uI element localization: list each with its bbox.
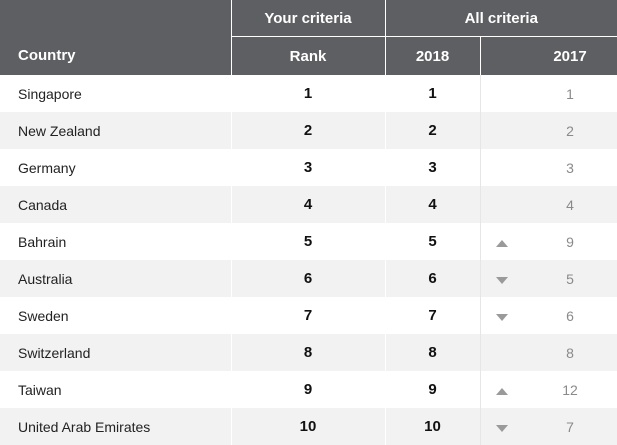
table-row[interactable]: Taiwan 9 9 12 xyxy=(0,371,617,408)
country-cell: Singapore xyxy=(0,75,232,112)
rank-2017-cell: 1 xyxy=(566,85,574,102)
country-cell: United Arab Emirates xyxy=(0,408,232,445)
rank-cell: 2 xyxy=(231,112,386,149)
rank-cell: 6 xyxy=(231,260,386,297)
rank-cell: 9 xyxy=(231,371,386,408)
table-row[interactable]: Germany 3 3 3 xyxy=(0,149,617,186)
rank-2017-cell: 12 xyxy=(562,381,578,398)
triangle-down-icon xyxy=(495,424,508,432)
rank-2018-cell: 3 xyxy=(385,149,481,186)
rank-2017-cell: 3 xyxy=(566,159,574,176)
table-body: Singapore 1 1 1 New Zealand 2 2 2 Germany 3 3 3 Cana… xyxy=(0,75,617,445)
column-header-country[interactable]: Country xyxy=(0,0,232,75)
trend-cell xyxy=(480,297,523,334)
rank-2018-cell: 9 xyxy=(385,371,481,408)
trend-cell xyxy=(480,371,523,408)
trend-cell xyxy=(480,260,523,297)
country-cell: Australia xyxy=(0,260,232,297)
rank-2018-cell: 6 xyxy=(385,260,481,297)
country-cell: Germany xyxy=(0,149,232,186)
country-cell: New Zealand xyxy=(0,112,232,149)
rank-cell: 10 xyxy=(231,408,386,445)
table-row[interactable]: Switzerland 8 8 8 xyxy=(0,334,617,371)
triangle-down-icon xyxy=(495,276,508,284)
country-cell: Bahrain xyxy=(0,223,232,260)
trend-cell xyxy=(480,186,523,223)
column-header-rank[interactable]: Rank xyxy=(231,36,386,75)
rank-cell: 7 xyxy=(231,297,386,334)
trend-cell xyxy=(480,75,523,112)
rank-2018-cell: 7 xyxy=(385,297,481,334)
table-row[interactable]: Sweden 7 7 6 xyxy=(0,297,617,334)
table-row[interactable]: Canada 4 4 4 xyxy=(0,186,617,223)
rank-2017-cell: 7 xyxy=(523,408,617,445)
rank-2017-cell: 2 xyxy=(523,112,617,149)
country-cell: Taiwan xyxy=(0,371,232,408)
triangle-up-icon xyxy=(495,387,508,395)
rank-2017-cell: 5 xyxy=(523,260,617,297)
trend-cell xyxy=(480,112,523,149)
rank-cell: 5 xyxy=(231,223,386,260)
rank-2018-cell: 2 xyxy=(385,112,481,149)
rank-cell: 1 xyxy=(231,75,386,112)
column-header-2018[interactable]: 2018 xyxy=(385,36,481,75)
rank-2017-cell: 4 xyxy=(523,186,617,223)
triangle-up-icon xyxy=(495,239,508,247)
table-row[interactable]: Bahrain 5 5 9 xyxy=(0,223,617,260)
rank-2018-cell: 5 xyxy=(385,223,481,260)
table-header: Country Your criteria All criteria Rank … xyxy=(0,0,617,75)
country-cell: Sweden xyxy=(0,297,232,334)
trend-cell xyxy=(480,223,523,260)
rank-2018-cell: 8 xyxy=(385,334,481,371)
rank-2018-cell: 4 xyxy=(385,186,481,223)
triangle-down-icon xyxy=(495,313,508,321)
trend-cell xyxy=(480,334,523,371)
country-cell: Switzerland xyxy=(0,334,232,371)
rank-2018-cell: 1 xyxy=(385,75,481,112)
trend-cell xyxy=(480,408,523,445)
country-cell: Canada xyxy=(0,186,232,223)
column-header-2017[interactable]: 2017 xyxy=(523,36,617,75)
rank-2017-cell: 8 xyxy=(523,334,617,371)
table-row[interactable]: United Arab Emirates 10 10 7 xyxy=(0,408,617,445)
column-header-trend xyxy=(480,36,523,75)
rank-cell: 3 xyxy=(231,149,386,186)
rank-cell: 4 xyxy=(231,186,386,223)
rank-cell: 8 xyxy=(231,334,386,371)
table-row[interactable]: New Zealand 2 2 2 xyxy=(0,112,617,149)
rank-2017-cell: 9 xyxy=(566,233,574,250)
rank-2017-cell: 6 xyxy=(566,307,574,324)
table-row[interactable]: Australia 6 6 5 xyxy=(0,260,617,297)
group-header-your-criteria: Your criteria xyxy=(231,0,386,37)
group-header-all-criteria: All criteria xyxy=(385,0,617,37)
rank-2018-cell: 10 xyxy=(385,408,481,445)
table-row[interactable]: Singapore 1 1 1 xyxy=(0,75,617,112)
trend-cell xyxy=(480,149,523,186)
